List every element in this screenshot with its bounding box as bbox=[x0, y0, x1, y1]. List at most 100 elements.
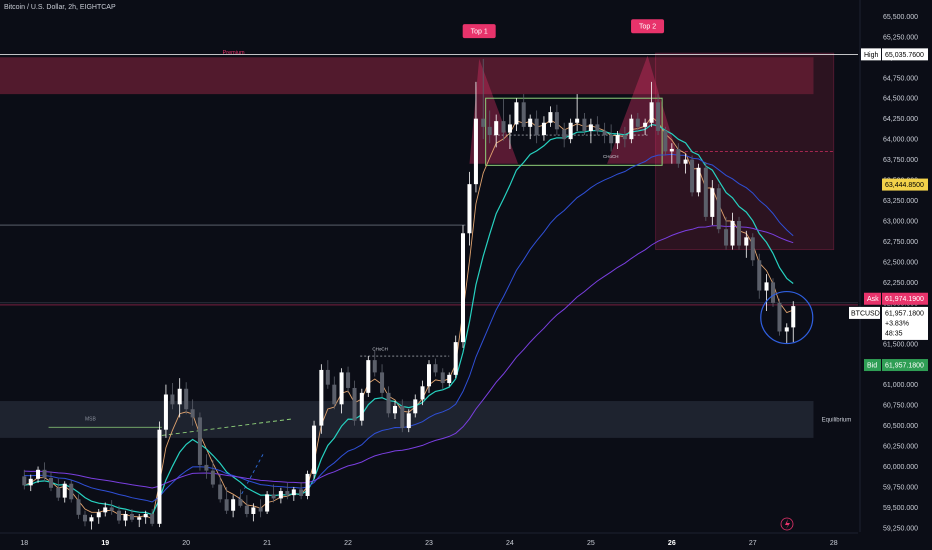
candle bbox=[137, 513, 142, 528]
candle bbox=[507, 114, 512, 149]
candle bbox=[669, 143, 674, 164]
candle bbox=[69, 480, 74, 503]
ask-tag: Ask bbox=[867, 296, 879, 303]
candle bbox=[96, 509, 101, 524]
candle-body bbox=[150, 513, 155, 524]
equilibrium-label: Equilibrium bbox=[822, 418, 852, 424]
candle bbox=[36, 466, 41, 483]
candle-body bbox=[588, 124, 593, 131]
candle-body bbox=[710, 188, 715, 217]
candle-body bbox=[683, 159, 688, 164]
candle-body bbox=[332, 384, 337, 405]
candle bbox=[696, 163, 701, 197]
candle-body bbox=[635, 118, 640, 127]
candle-body bbox=[764, 282, 769, 291]
candle bbox=[265, 491, 270, 514]
candle bbox=[676, 143, 681, 168]
candle bbox=[346, 366, 351, 393]
candle bbox=[406, 409, 411, 433]
chart-title: Bitcoin / U.S. Dollar, 2h, EIGHTCAP bbox=[4, 4, 116, 11]
y-tick-label: 62,500.000 bbox=[883, 259, 918, 266]
candle-body bbox=[777, 302, 782, 332]
candle-body bbox=[386, 392, 391, 414]
candle bbox=[521, 94, 526, 131]
candle-body bbox=[366, 360, 371, 393]
candle bbox=[48, 471, 54, 492]
candle-body bbox=[372, 360, 377, 373]
candle bbox=[56, 478, 61, 501]
candle-body bbox=[771, 282, 776, 303]
candle bbox=[312, 420, 317, 479]
candle-body bbox=[453, 342, 458, 375]
msb-label: MSB bbox=[85, 417, 97, 423]
candle-body bbox=[123, 513, 128, 521]
candle bbox=[258, 499, 263, 518]
y-tick-label: 59,750.000 bbox=[883, 484, 918, 491]
top2-label: Top 2 bbox=[639, 24, 656, 31]
candle-body bbox=[494, 121, 499, 136]
candle bbox=[184, 382, 189, 415]
candle-body bbox=[177, 388, 182, 405]
candle-body bbox=[319, 369, 324, 426]
candle bbox=[771, 278, 776, 307]
candle-body bbox=[143, 513, 148, 518]
candle bbox=[359, 388, 364, 426]
candle-body bbox=[258, 507, 263, 512]
candle-body bbox=[528, 118, 533, 127]
candle-body bbox=[791, 306, 796, 328]
candle-body bbox=[251, 507, 256, 514]
candle-body bbox=[56, 487, 61, 498]
top1-label: Top 1 bbox=[471, 29, 488, 36]
candle bbox=[716, 184, 721, 234]
candle bbox=[541, 116, 546, 141]
price-change: +3.83% bbox=[885, 320, 909, 327]
y-tick-label: 60,250.000 bbox=[883, 444, 918, 451]
y-tick-label: 61,500.000 bbox=[883, 341, 918, 348]
candle bbox=[224, 486, 229, 514]
candle bbox=[663, 126, 668, 156]
lightning-icon-ring bbox=[780, 517, 794, 531]
candle-body bbox=[690, 159, 695, 193]
last-price-bg bbox=[882, 306, 928, 340]
candle bbox=[440, 368, 445, 389]
candle-body bbox=[440, 372, 445, 384]
candle bbox=[325, 360, 330, 389]
candle-body bbox=[89, 517, 94, 522]
candle bbox=[204, 454, 209, 479]
candle-body bbox=[224, 499, 229, 511]
top2-label-bg bbox=[631, 19, 665, 34]
candle bbox=[784, 323, 789, 344]
candle bbox=[271, 484, 276, 503]
bid-value: 61,957.1800 bbox=[885, 363, 924, 370]
candle bbox=[103, 502, 108, 517]
trend-projection bbox=[161, 418, 292, 436]
candle-body bbox=[116, 510, 121, 521]
candle-body bbox=[218, 484, 223, 500]
candle bbox=[218, 474, 223, 503]
ask-value: 61,974.1900 bbox=[885, 296, 924, 303]
bid-tag: Bid bbox=[867, 363, 877, 370]
candle-body bbox=[36, 469, 41, 479]
level-value-bg bbox=[882, 178, 928, 191]
y-tick-label: 60,000.000 bbox=[883, 464, 918, 471]
candle bbox=[724, 216, 729, 250]
y-tick-label: 63,250.000 bbox=[883, 198, 918, 205]
ask-tag-bg bbox=[864, 292, 881, 305]
candle-body bbox=[339, 372, 344, 405]
candle-body bbox=[285, 491, 290, 496]
y-tick-label: 64,000.000 bbox=[883, 137, 918, 144]
candle-body bbox=[170, 394, 175, 405]
candle bbox=[372, 350, 377, 377]
candle bbox=[562, 122, 567, 148]
candle-body bbox=[278, 491, 283, 499]
candle bbox=[210, 459, 215, 488]
candle bbox=[366, 356, 371, 397]
x-tick-label: 22 bbox=[344, 540, 352, 547]
candle-body bbox=[447, 374, 452, 384]
candle-body bbox=[103, 507, 108, 513]
candle bbox=[28, 474, 33, 492]
y-tick-label: 60,750.000 bbox=[883, 403, 918, 410]
candle-body bbox=[521, 102, 526, 127]
range-box bbox=[485, 97, 663, 166]
